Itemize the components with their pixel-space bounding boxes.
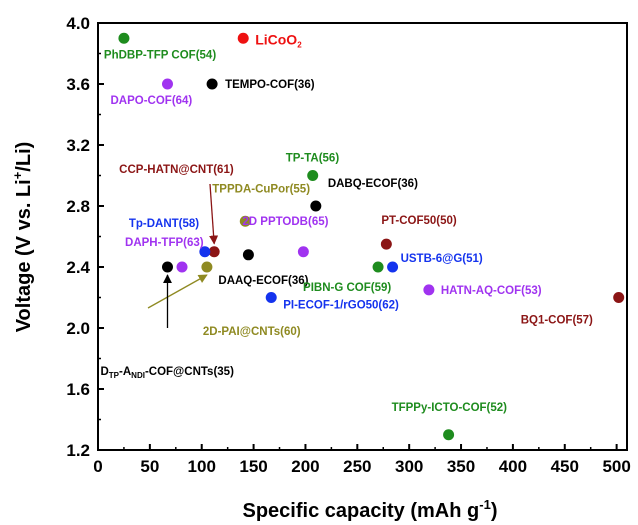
data-point [387,261,399,273]
y-tick-label: 2.0 [66,319,90,338]
annotation-arrow [209,183,219,245]
data-point [199,246,211,258]
point-label: CCP-HATN@CNT(61) [119,164,234,176]
point-label: USTB-6@G(51) [401,253,483,265]
point-label: DAPO-COF(64) [110,95,192,107]
point-label: DABQ-ECOF(36) [328,178,418,190]
data-points [118,32,625,441]
y-tick-label: 2.4 [66,258,90,277]
point-label: BQ1-COF(57) [521,315,593,327]
y-tick-label: 2.8 [66,197,90,216]
data-point [201,261,213,273]
point-label: DTP-ANDI-COF@CNTs(35) [100,366,234,380]
data-point [372,261,384,273]
point-label: PT-COF50(50) [381,215,457,227]
data-point [380,238,392,250]
y-tick-label: 3.2 [66,136,90,155]
x-tick-label: 300 [395,457,423,476]
x-tick-label: 150 [239,457,267,476]
data-point [443,429,455,441]
x-tick-label: 450 [551,457,579,476]
point-label: PhDBP-TFP COF(54) [104,49,216,61]
x-axis: 0 50 100 150 200 250 300 350 400 450 500 [93,444,631,476]
point-label: PI-ECOF-1/rGO50(62) [283,300,399,312]
point-label: TEMPO-COF(36) [225,79,315,91]
data-point [242,249,254,261]
data-point [237,32,249,44]
data-point [613,292,625,303]
data-point [176,261,188,273]
x-tick-label: 350 [447,457,475,476]
point-label: DAPH-TFP(63) [125,237,204,249]
x-tick-label: 0 [93,457,102,476]
point-label: 2D PPTODB(65) [242,216,328,228]
x-tick-label: 50 [140,457,159,476]
point-label: TP-TA(56) [286,153,340,165]
point-label: HATN-AQ-COF(53) [441,285,542,297]
y-tick-label: 3.6 [66,75,90,94]
data-point [118,32,130,44]
y-tick-label: 1.2 [66,441,90,460]
point-label: TFPPy-ICTO-COF(52) [392,402,508,414]
data-point [310,200,322,212]
point-label: PIBN-G COF(59) [303,282,391,294]
point-labels: PhDBP-TFP COF(54) LiCoO2 TEMPO-COF(36) DAPO… [100,31,593,414]
x-tick-label: 100 [188,457,216,476]
y-tick-label: 4.0 [66,14,90,33]
data-point [297,246,309,258]
data-point [208,246,220,258]
data-point [161,261,173,273]
x-tick-label: 400 [499,457,527,476]
data-point [265,292,277,303]
data-point [307,170,319,181]
point-label: DAAQ-ECOF(36) [218,275,308,287]
point-label: Tp-DANT(58) [129,218,199,230]
y-axis-title: Voltage (V vs. Li+/Li) [10,142,35,333]
data-point [161,78,173,90]
annotation-arrow [147,274,208,309]
x-tick-label: 200 [291,457,319,476]
point-label: LiCoO2 [255,31,302,49]
x-axis-title: Specific capacity (mAh g-1) [243,497,498,522]
y-tick-label: 1.6 [66,380,90,399]
annotation-arrows [147,183,219,328]
point-label: 2D-PAI@CNTs(60) [203,326,301,338]
data-point [206,78,218,90]
point-label: TPPDA-CuPor(55) [212,183,310,195]
x-tick-label: 500 [602,457,630,476]
data-point [239,215,251,227]
data-point [423,284,435,296]
x-tick-label: 250 [343,457,371,476]
y-axis: 1.2 1.6 2.0 2.4 2.8 3.2 3.6 4.0 [66,14,104,460]
